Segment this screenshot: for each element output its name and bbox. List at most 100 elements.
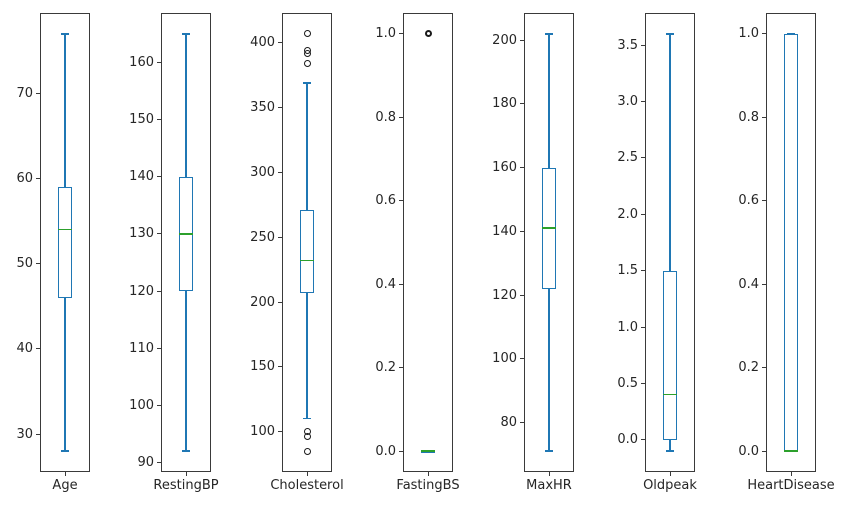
outlier-point bbox=[303, 447, 311, 455]
y-tick-label: 70 bbox=[16, 85, 33, 101]
y-tick-label: 0.0 bbox=[738, 443, 759, 459]
y-tick-mark bbox=[762, 450, 766, 452]
y-tick-label: 140 bbox=[129, 169, 154, 185]
upper-whisker-line bbox=[64, 33, 66, 188]
lower-whisker-cap bbox=[303, 418, 311, 420]
lower-whisker-cap bbox=[666, 450, 674, 452]
y-tick-label: 0.6 bbox=[375, 193, 396, 209]
outlier-point bbox=[303, 60, 311, 68]
upper-whisker-cap bbox=[787, 33, 795, 35]
y-tick-mark bbox=[278, 301, 282, 303]
y-tick-label: 300 bbox=[250, 165, 275, 181]
median-line bbox=[542, 227, 556, 229]
y-tick-label: 2.0 bbox=[617, 206, 638, 222]
y-tick-label: 200 bbox=[492, 32, 517, 48]
x-axis-label: FastingBS bbox=[396, 478, 460, 493]
y-tick-label: 1.0 bbox=[375, 26, 396, 42]
y-tick-mark bbox=[641, 213, 645, 215]
y-tick-mark bbox=[762, 200, 766, 202]
y-tick-mark bbox=[520, 358, 524, 360]
y-tick-label: 120 bbox=[129, 283, 154, 299]
y-tick-label: 160 bbox=[492, 160, 517, 176]
upper-whisker-cap bbox=[545, 33, 553, 35]
y-tick-mark bbox=[399, 283, 403, 285]
y-tick-mark bbox=[520, 39, 524, 41]
y-tick-label: 140 bbox=[492, 223, 517, 239]
y-tick-mark bbox=[399, 367, 403, 369]
y-tick-label: 0.6 bbox=[738, 193, 759, 209]
y-tick-label: 350 bbox=[250, 100, 275, 116]
y-tick-mark bbox=[641, 157, 645, 159]
x-axis-label: Age bbox=[52, 478, 78, 493]
x-tick-mark bbox=[790, 472, 792, 476]
y-tick-label: 120 bbox=[492, 287, 517, 303]
lower-whisker-line bbox=[185, 291, 187, 452]
upper-whisker-cap bbox=[61, 33, 69, 35]
y-tick-mark bbox=[157, 290, 161, 292]
y-tick-label: 100 bbox=[250, 424, 275, 440]
y-tick-mark bbox=[36, 348, 40, 350]
y-tick-label: 3.0 bbox=[617, 94, 638, 110]
y-tick-label: 160 bbox=[129, 54, 154, 70]
y-tick-mark bbox=[36, 92, 40, 94]
median-line bbox=[179, 233, 193, 235]
y-tick-label: 30 bbox=[16, 426, 33, 442]
lower-whisker-line bbox=[669, 439, 671, 452]
x-axis-label: Cholesterol bbox=[270, 478, 344, 493]
y-tick-label: 0.0 bbox=[375, 443, 396, 459]
y-tick-mark bbox=[157, 233, 161, 235]
y-tick-mark bbox=[641, 101, 645, 103]
y-tick-mark bbox=[520, 167, 524, 169]
y-tick-mark bbox=[399, 200, 403, 202]
y-tick-label: 1.5 bbox=[617, 263, 638, 279]
upper-whisker-cap bbox=[182, 33, 190, 35]
y-tick-mark bbox=[641, 326, 645, 328]
y-tick-mark bbox=[641, 270, 645, 272]
y-tick-mark bbox=[520, 421, 524, 423]
y-tick-mark bbox=[157, 61, 161, 63]
y-tick-label: 150 bbox=[129, 112, 154, 128]
x-tick-mark bbox=[185, 472, 187, 476]
y-tick-mark bbox=[278, 431, 282, 433]
y-tick-label: 0.2 bbox=[738, 360, 759, 376]
subplot-frame bbox=[403, 13, 453, 472]
median-line bbox=[300, 259, 314, 262]
y-tick-mark bbox=[278, 172, 282, 174]
x-tick-mark bbox=[64, 472, 66, 476]
y-tick-mark bbox=[762, 116, 766, 118]
box-rect bbox=[58, 187, 72, 298]
y-tick-mark bbox=[641, 439, 645, 441]
y-tick-mark bbox=[278, 366, 282, 368]
y-tick-label: 80 bbox=[500, 414, 517, 430]
y-tick-mark bbox=[278, 107, 282, 109]
lower-whisker-line bbox=[306, 293, 308, 419]
y-tick-label: 90 bbox=[137, 455, 154, 471]
y-tick-label: 0.8 bbox=[375, 109, 396, 125]
upper-whisker-cap bbox=[666, 33, 674, 35]
box-rect bbox=[300, 210, 314, 294]
y-tick-mark bbox=[278, 42, 282, 44]
lower-whisker-line bbox=[548, 288, 550, 452]
y-tick-label: 0.0 bbox=[617, 432, 638, 448]
y-tick-label: 130 bbox=[129, 226, 154, 242]
y-tick-mark bbox=[520, 294, 524, 296]
y-tick-mark bbox=[278, 236, 282, 238]
x-tick-mark bbox=[306, 472, 308, 476]
subplot-frame bbox=[161, 13, 211, 472]
subplot-frame bbox=[40, 13, 90, 472]
box-rect bbox=[663, 270, 677, 440]
x-axis-label: Oldpeak bbox=[643, 478, 697, 493]
outlier-point bbox=[303, 30, 311, 38]
subplot-frame bbox=[645, 13, 695, 472]
x-tick-mark bbox=[548, 472, 550, 476]
y-tick-mark bbox=[520, 230, 524, 232]
lower-whisker-cap bbox=[545, 450, 553, 452]
y-tick-mark bbox=[520, 103, 524, 105]
upper-whisker-line bbox=[306, 83, 308, 211]
y-tick-mark bbox=[157, 404, 161, 406]
y-tick-mark bbox=[641, 382, 645, 384]
subplot-frame bbox=[524, 13, 574, 472]
y-tick-label: 50 bbox=[16, 256, 33, 272]
y-tick-label: 0.4 bbox=[738, 276, 759, 292]
